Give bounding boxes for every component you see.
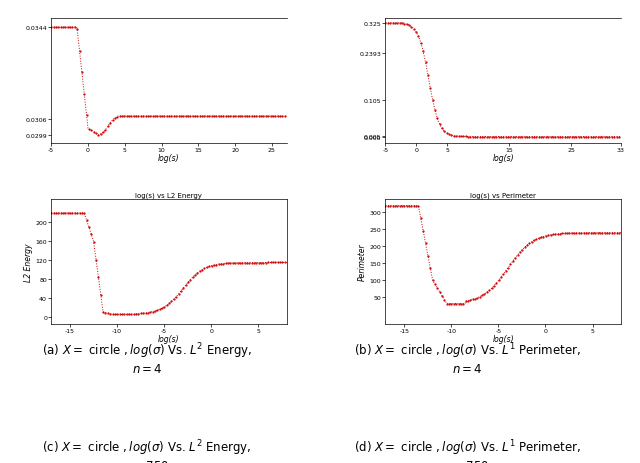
X-axis label: log(s): log(s) (158, 335, 180, 344)
Title: log(s) vs Perimeter: log(s) vs Perimeter (470, 192, 536, 198)
Text: (b) $X =$ circle $, log(\sigma)$ Vs. $L^1$ Perimeter,
$n = 4$: (b) $X =$ circle $, log(\sigma)$ Vs. $L^… (354, 340, 580, 375)
Y-axis label: Perimeter: Perimeter (358, 243, 367, 281)
Text: (a) $X =$ circle $, log(\sigma)$ Vs. $L^2$ Energy,
$n = 4$: (a) $X =$ circle $, log(\sigma)$ Vs. $L^… (42, 340, 252, 375)
Y-axis label: L2 Energy: L2 Energy (24, 243, 33, 281)
X-axis label: log(s): log(s) (492, 154, 514, 163)
Text: (d) $X =$ circle $, log(\sigma)$ Vs. $L^1$ Perimeter,
$n = 750$: (d) $X =$ circle $, log(\sigma)$ Vs. $L^… (354, 438, 580, 463)
X-axis label: log(s): log(s) (158, 154, 180, 163)
Text: (c) $X =$ circle $, log(\sigma)$ Vs. $L^2$ Energy,
$n = 750$: (c) $X =$ circle $, log(\sigma)$ Vs. $L^… (42, 438, 252, 463)
X-axis label: log(s): log(s) (492, 335, 514, 344)
Title: log(s) vs L2 Energy: log(s) vs L2 Energy (136, 192, 202, 198)
